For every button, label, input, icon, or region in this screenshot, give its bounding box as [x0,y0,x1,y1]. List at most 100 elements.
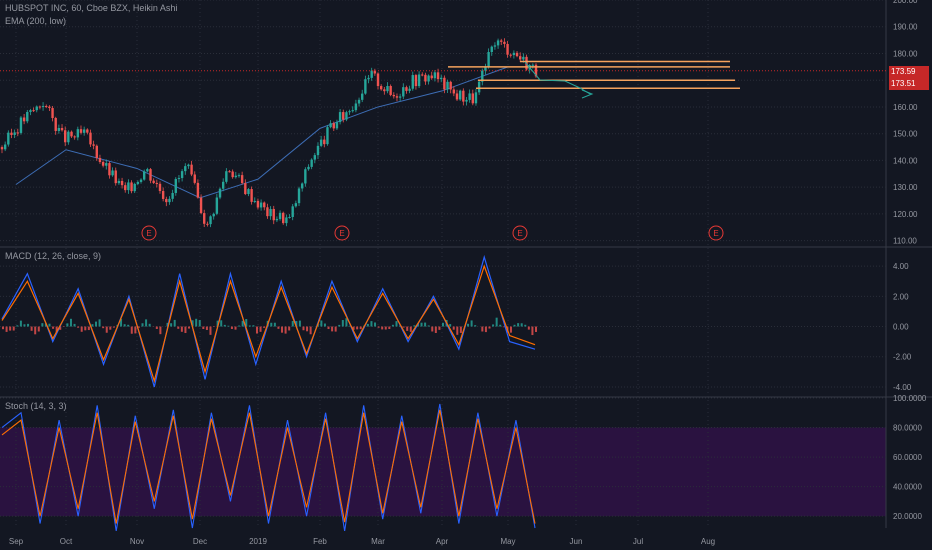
price-tick-label: 120.00 [893,210,918,219]
macd-histogram-bar [245,319,248,327]
price-tick-label: 150.00 [893,130,918,139]
macd-histogram-bar [388,326,391,329]
candle-body [310,159,313,167]
macd-histogram-bar [381,326,384,330]
candle-body [35,106,38,111]
earnings-marker [141,225,157,241]
candle-body [503,41,506,44]
macd-histogram-bar [481,326,484,332]
candle-body [231,171,234,178]
candle-body [269,208,272,217]
candle-body [342,112,345,120]
candle-body [196,182,200,198]
candle-body [13,132,16,135]
macd-histogram-bar [470,320,473,327]
candle-body [60,128,64,131]
candle-body [105,163,108,166]
ema-legend[interactable]: EMA (200, low) [5,16,67,26]
price-tick-label: 160.00 [893,103,918,112]
macd-histogram-bar [306,326,309,332]
earnings-marker [334,225,350,241]
signal-line [1,264,536,384]
candle-body [370,70,373,78]
macd-histogram-bar [41,323,44,327]
macd-histogram-bar [413,325,416,327]
candle-body [218,188,222,198]
macd-histogram-bar [520,323,523,327]
candle-body [234,175,238,178]
macd-histogram-bar [166,322,169,327]
candle-body [63,130,67,143]
candle-body [193,174,196,183]
candle-body [38,106,42,108]
candle-body [41,105,45,107]
candle-body [250,189,253,202]
candle-body [300,183,304,189]
stoch-legend[interactable]: Stoch (14, 3, 3) [5,401,67,411]
candle-body [285,217,288,224]
macd-histogram-bar [384,326,387,330]
x-tick-label: May [500,537,515,546]
candle-body [32,110,35,112]
macd-histogram-bar [513,324,516,327]
candle-body [86,129,89,133]
price-badge-last: 173.59 [889,66,929,78]
stoch-tick-label: 20.0000 [893,512,922,521]
macd-histogram-bar [48,323,51,327]
candle-body [449,81,452,90]
candle-body [481,70,484,82]
candle-body [421,74,424,76]
candle-body [127,182,130,191]
macd-histogram-bar [130,326,133,334]
candle-body [332,123,335,129]
candle-body [522,56,525,60]
macd-histogram-bar [259,326,262,332]
macd-histogram-bar [220,320,223,327]
price-tick-label: 140.00 [893,156,918,165]
macd-histogram-bar [205,326,208,330]
macd-histogram-bar [531,326,534,336]
candle-body [364,79,367,94]
candle-body [465,99,468,102]
candle-body [111,170,114,176]
candle-body [10,132,13,135]
macd-histogram-bar [27,323,30,327]
macd-histogram-bar [127,324,130,327]
candle-body [512,52,516,56]
candle-body [316,145,320,156]
earnings-label: E [713,229,718,238]
price-tick-label: 110.00 [893,237,917,246]
candle-body [440,77,443,80]
candle-body [98,157,102,162]
candle-body [244,183,247,195]
candle-body [7,132,10,145]
candle-body [288,216,291,218]
macd-legend[interactable]: MACD (12, 26, close, 9) [5,251,102,261]
macd-histogram-bar [341,320,344,327]
candle-body [92,144,95,146]
macd-histogram-bar [441,322,444,327]
candle-body [155,182,159,184]
candle-body [247,189,250,195]
candle-body [297,188,301,204]
macd-histogram-bar [356,326,359,330]
x-tick-label: Oct [60,537,73,546]
macd-histogram-bar [34,326,37,335]
candle-body [462,90,465,102]
candle-body [221,181,225,189]
macd-histogram-bar [252,325,255,327]
macd-histogram-bar [52,326,55,329]
macd-histogram-bar [517,323,520,327]
macd-histogram-bar [87,326,90,331]
candle-body [253,200,256,202]
macd-histogram-bar [484,326,487,333]
candle-body [203,213,206,224]
candle-body [177,178,181,180]
macd-histogram-bar [535,326,537,332]
candle-body [361,93,364,100]
macd-histogram-bar [198,320,201,327]
candle-body [108,163,111,176]
candle-body [468,93,471,100]
candle-body [534,64,538,77]
